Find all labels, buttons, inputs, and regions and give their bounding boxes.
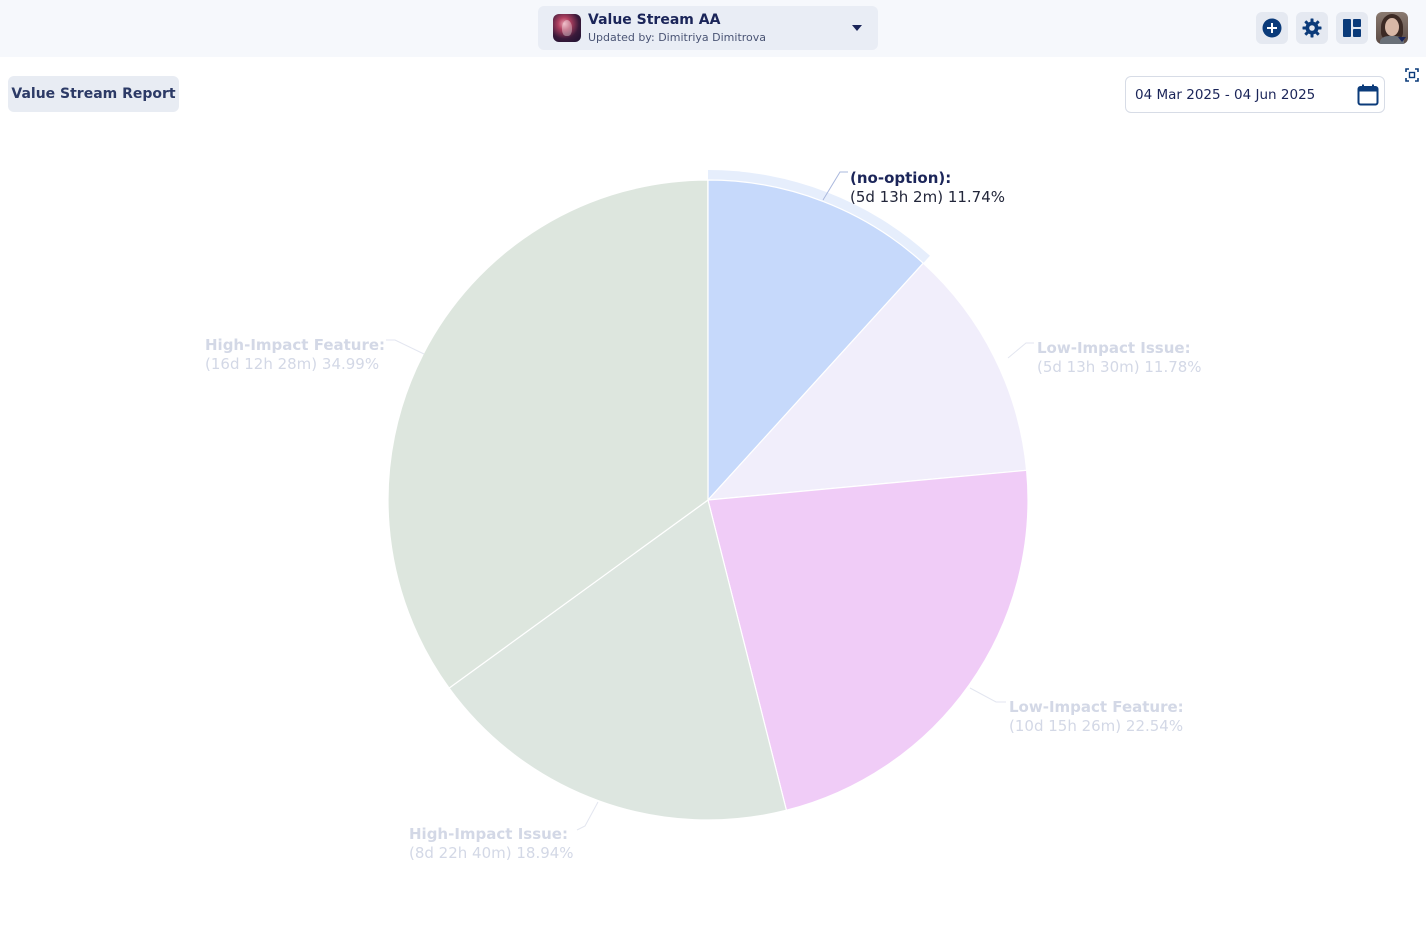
slice-value-low-impact-issue: (5d 13h 30m) 11.78% [1037,358,1202,376]
date-range-value: 04 Mar 2025 - 04 Jun 2025 [1135,87,1316,103]
top-bar: Value Stream AA Updated by: Dimitriya Di… [0,0,1426,57]
value-stream-title: Value Stream AA [588,12,721,28]
slice-value-no-option: (5d 13h 2m) 11.74% [850,188,1005,206]
dashboard-button[interactable] [1336,12,1368,44]
fullscreen-icon[interactable] [1405,68,1419,82]
value-stream-updated-by: Updated by: Dimitriya Dimitrova [588,31,767,44]
leader-line-high-impact-feature [386,339,425,355]
slice-label-high-impact-feature: High-Impact Feature: [205,336,385,354]
leader-line-high-impact-issue [576,801,599,831]
slice-label-low-impact-issue: Low-Impact Issue: [1037,339,1191,357]
pie-slice-low-impact-feature[interactable] [707,469,1029,811]
slice-label-high-impact-issue: High-Impact Issue: [409,825,568,843]
add-icon [1262,18,1282,38]
user-avatar[interactable] [1376,12,1408,44]
slice-value-high-impact-issue: (8d 22h 40m) 18.94% [409,844,574,860]
gear-icon [1302,18,1322,38]
add-button[interactable] [1256,12,1288,44]
leader-line-no-option [822,171,848,201]
slice-value-low-impact-feature: (10d 15h 26m) 22.54% [1009,717,1183,735]
avatar-chevron-down-icon[interactable] [1398,37,1406,42]
leader-line-low-impact-feature [969,687,1006,703]
calendar-icon[interactable] [1357,84,1379,106]
value-stream-pie-chart: (no-option):(5d 13h 2m) 11.74% Low-Impact… [205,169,1202,860]
value-stream-report-tab[interactable]: Value Stream Report [8,76,179,112]
pie-slice-high-impact-feature[interactable] [387,179,709,689]
pie-slice-low-impact-issue[interactable] [706,262,1028,501]
value-stream-logo-icon [553,14,581,42]
slice-value-high-impact-feature: (16d 12h 28m) 34.99% [205,355,379,373]
pie-slice-no-option[interactable] [707,179,925,502]
chevron-down-icon[interactable] [852,25,862,31]
settings-button[interactable] [1296,12,1328,44]
value-stream-selector[interactable]: Value Stream AA Updated by: Dimitriya Di… [538,6,878,50]
slice-label-no-option: (no-option): [850,169,951,187]
date-range-picker[interactable]: 04 Mar 2025 - 04 Jun 2025 [1125,76,1385,113]
dashboard-icon [1343,19,1361,37]
slice-label-low-impact-feature: Low-Impact Feature: [1009,698,1184,716]
pie-slice-high-impact-issue[interactable] [448,498,788,821]
leader-line-low-impact-issue [1007,342,1034,359]
